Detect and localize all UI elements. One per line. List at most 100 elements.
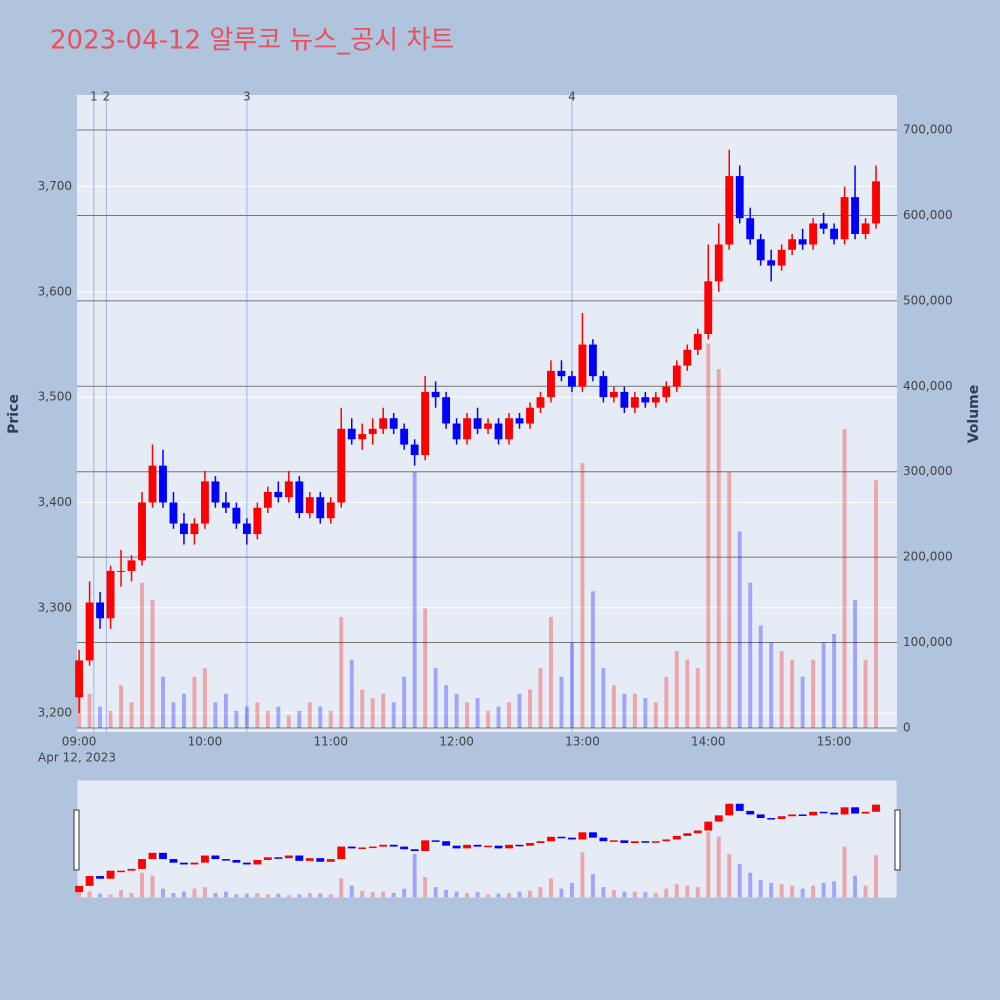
range-slider[interactable]	[76, 779, 898, 899]
candle-body	[620, 391, 629, 408]
slider-candle	[840, 807, 849, 815]
slider-volume-bar	[486, 894, 491, 898]
slider-candle	[788, 814, 797, 817]
slider-volume-bar	[853, 875, 858, 898]
slider-candle	[159, 852, 167, 860]
slider-volume-bar	[517, 891, 522, 898]
slider-volume-bar	[444, 890, 449, 898]
slider-volume-bar	[286, 895, 291, 898]
candle-body	[127, 560, 136, 571]
candle-body	[190, 523, 199, 535]
candle-body	[253, 507, 262, 535]
candle-body	[756, 239, 765, 261]
slider-candle	[767, 818, 776, 820]
candle-body	[536, 397, 545, 408]
candle-body	[242, 523, 251, 535]
volume-bar	[590, 591, 595, 728]
slider-candle	[515, 844, 524, 847]
volume-bar	[161, 676, 165, 728]
slider-candle	[274, 857, 283, 859]
volume-bar	[213, 702, 218, 728]
volume-bar	[286, 715, 291, 728]
volume-bar	[129, 702, 134, 728]
x-tick-label: 15:00	[817, 735, 852, 749]
annotation-label: 4	[568, 90, 576, 104]
volume-bar	[276, 706, 281, 728]
candle-body	[861, 223, 870, 234]
volume-bar	[874, 480, 878, 728]
slider-volume-bar	[370, 892, 375, 898]
slider-candle	[326, 859, 335, 862]
slider-candle	[410, 849, 419, 852]
candle-body	[630, 397, 639, 408]
slider-candle	[798, 814, 807, 816]
volume-bar	[685, 659, 690, 728]
slider-handle[interactable]	[73, 809, 80, 871]
volume-bar	[716, 369, 721, 728]
candle-body	[400, 428, 409, 445]
y-tick-label: 3,600	[38, 284, 72, 298]
slider-volume-bar	[601, 887, 606, 898]
slider-candle	[599, 837, 608, 842]
y2-axis-title: Volume	[966, 385, 982, 444]
slider-volume-bar	[349, 885, 354, 898]
slider-candle	[526, 843, 534, 846]
slider-candle	[232, 859, 241, 863]
x-tick-label: 13:00	[565, 735, 600, 749]
slider-volume-bar	[381, 891, 386, 898]
slider-candle	[421, 840, 430, 852]
candle-body	[672, 365, 681, 387]
volume-bar	[538, 668, 543, 728]
slider-candle	[651, 841, 660, 843]
volume-bar	[244, 706, 249, 728]
plot-area	[77, 95, 897, 732]
slider-volume-bar	[171, 892, 176, 898]
volume-bar	[821, 642, 826, 728]
slider-volume-bar	[727, 853, 732, 898]
volume-bar	[664, 676, 669, 728]
candle-body	[274, 491, 283, 498]
volume-bar	[580, 463, 585, 728]
slider-candle	[777, 816, 786, 819]
candle-body	[515, 418, 524, 424]
slider-handle[interactable]	[894, 809, 901, 871]
slider-candle	[683, 833, 692, 836]
slider-volume-bar	[538, 887, 543, 898]
volume-bar	[423, 608, 428, 728]
candle-body	[609, 391, 618, 398]
candle-body	[200, 481, 209, 524]
slider-volume-bar	[255, 892, 260, 898]
candle-body	[473, 418, 482, 429]
candle-body	[211, 481, 220, 503]
slider-candle	[809, 811, 818, 816]
volume-bar	[349, 659, 354, 728]
slider-candle	[253, 859, 262, 865]
volume-bar	[307, 702, 312, 728]
candle-body	[714, 244, 723, 282]
volume-bar	[87, 693, 92, 728]
candle-body	[693, 334, 702, 350]
slider-candle	[347, 846, 356, 849]
slider-candle	[305, 858, 314, 861]
candle-body	[358, 434, 367, 440]
y2-tick-label: 300,000	[903, 464, 953, 478]
slider-volume-bar	[150, 875, 155, 898]
volume-bar	[832, 634, 837, 728]
slider-volume-bar	[685, 885, 690, 898]
candle-body	[851, 197, 859, 234]
volume-bar	[402, 676, 407, 728]
slider-volume-bar	[622, 891, 627, 898]
volume-bar	[150, 599, 155, 728]
slider-volume-bar	[559, 888, 564, 898]
candle-body	[788, 239, 797, 250]
slider-volume-bar	[129, 892, 134, 898]
slider-candle	[295, 855, 304, 861]
y-tick-label: 3,700	[38, 179, 72, 193]
volume-bar	[360, 689, 365, 728]
slider-candle	[106, 870, 115, 879]
slider-candle	[200, 855, 209, 863]
slider-volume-bar	[706, 832, 711, 898]
slider-volume-bar	[276, 893, 281, 898]
slider-volume-bar	[234, 894, 239, 898]
candle-body	[263, 491, 272, 508]
